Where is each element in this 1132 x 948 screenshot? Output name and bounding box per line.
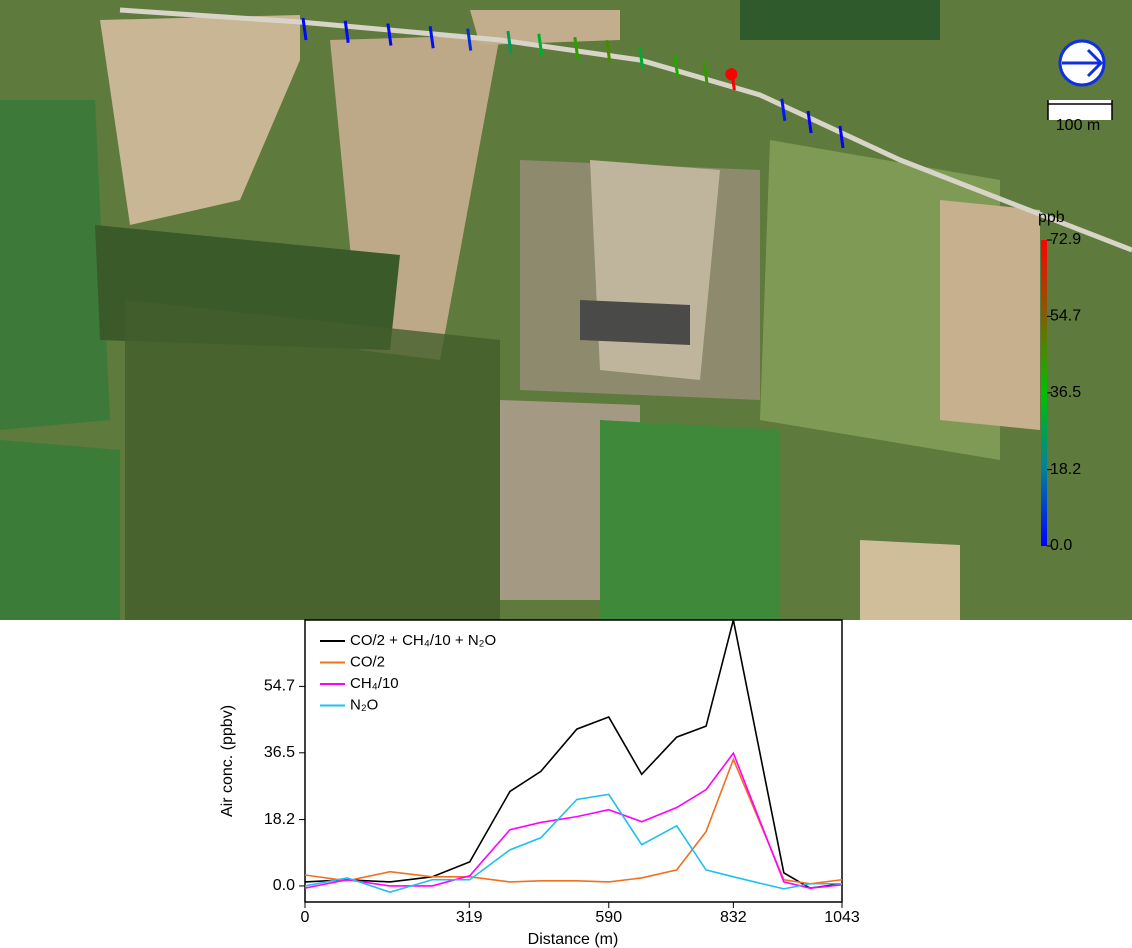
legend-label: CH₄/10 [350,675,399,692]
page: 100 m ppb Distance (m) Air conc. (ppbv) … [0,0,1132,948]
colorbar-tick-label: 54.7 [1050,308,1081,325]
y-tick-label: 18.2 [264,811,295,828]
colorbar-tick-label: 72.9 [1050,231,1081,248]
x-tick-label: 832 [720,909,747,926]
x-axis-label: Distance (m) [528,931,619,948]
legend-label: CO/2 [350,653,385,670]
series-line [305,620,842,888]
legend-label: CO/2 + CH₄/10 + N₂O [350,632,496,649]
y-tick-label: 0.0 [273,877,295,894]
series-line [305,753,842,888]
legend-label: N₂O [350,696,378,713]
scale-label: 100 m [1056,117,1100,134]
map-marker-peak [725,68,737,80]
figure: 100 m ppb Distance (m) Air conc. (ppbv) … [0,0,1132,948]
series-line [305,794,842,892]
x-tick-label: 590 [595,909,622,926]
x-tick-label: 1043 [824,909,860,926]
y-tick-label: 54.7 [264,678,295,695]
colorbar-label: ppb [1038,209,1065,226]
colorbar-tick-label: 0.0 [1050,537,1072,554]
aerial-map [0,0,1132,620]
y-axis-label: Air conc. (ppbv) [219,705,236,817]
series-line [305,759,842,883]
colorbar-tick-label: 18.2 [1050,461,1081,478]
x-tick-label: 319 [456,909,483,926]
y-tick-label: 36.5 [264,744,295,761]
x-tick-label: 0 [301,909,310,926]
colorbar-tick-label: 36.5 [1050,384,1081,401]
